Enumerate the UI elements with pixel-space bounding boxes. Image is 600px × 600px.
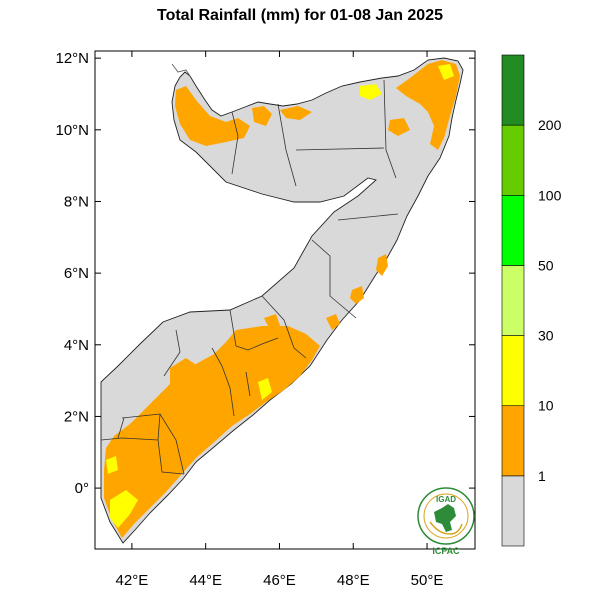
map-panel [94,50,476,550]
latitude-ticks: 12°N 10°N 8°N 6°N 4°N 2°N 0° [55,50,475,497]
lon-tick-label: 46°E [263,572,296,589]
map-title: Total Rainfall (mm) for 01-08 Jan 2025 [156,7,443,24]
lat-tick-label: 8°N [64,193,89,210]
lat-tick-label: 0° [75,480,89,497]
logo-bottom-text: ICPAC [432,546,460,556]
colorbar-label: 30 [538,328,554,344]
colorbar-label: 200 [538,117,562,133]
logo-inner-ring [423,493,469,539]
colorbar-label: 100 [538,187,562,203]
lat-tick-label: 2°N [64,408,89,425]
lat-tick-label: 6°N [64,265,89,282]
lon-tick-label: 42°E [116,572,149,589]
leaf-wreath-icon [429,521,463,535]
djibouti-border [171,63,191,77]
lat-tick-label: 12°N [55,50,89,67]
africa-icon [434,504,456,532]
longitude-ticks: 42°E 44°E 46°E 48°E 50°E [116,51,444,589]
colorbar-box [501,475,525,547]
region-borders [100,79,399,475]
lat-tick-label: 10°N [55,122,89,139]
logo-top-text: IGAD [436,495,456,504]
colorbar-label: 10 [538,398,554,414]
lon-tick-label: 48°E [337,572,370,589]
colorbar-label: 50 [538,257,554,273]
colorbar-box [501,405,525,477]
lon-tick-label: 50°E [411,572,444,589]
colorbar-box [501,265,525,336]
lon-tick-label: 44°E [189,572,222,589]
colorbar-box [501,335,525,407]
icpac-logo: IGAD ICPAC [417,487,475,556]
colorbar-box [501,124,525,196]
colorbar-box [501,54,525,126]
rainfall-10-30mm-areas [106,64,454,528]
colorbar-box [501,194,525,266]
colorbar-label: 1 [538,468,546,484]
lat-tick-label: 4°N [64,337,89,354]
colorbar: 1 10 30 50 100 200 [501,54,562,547]
